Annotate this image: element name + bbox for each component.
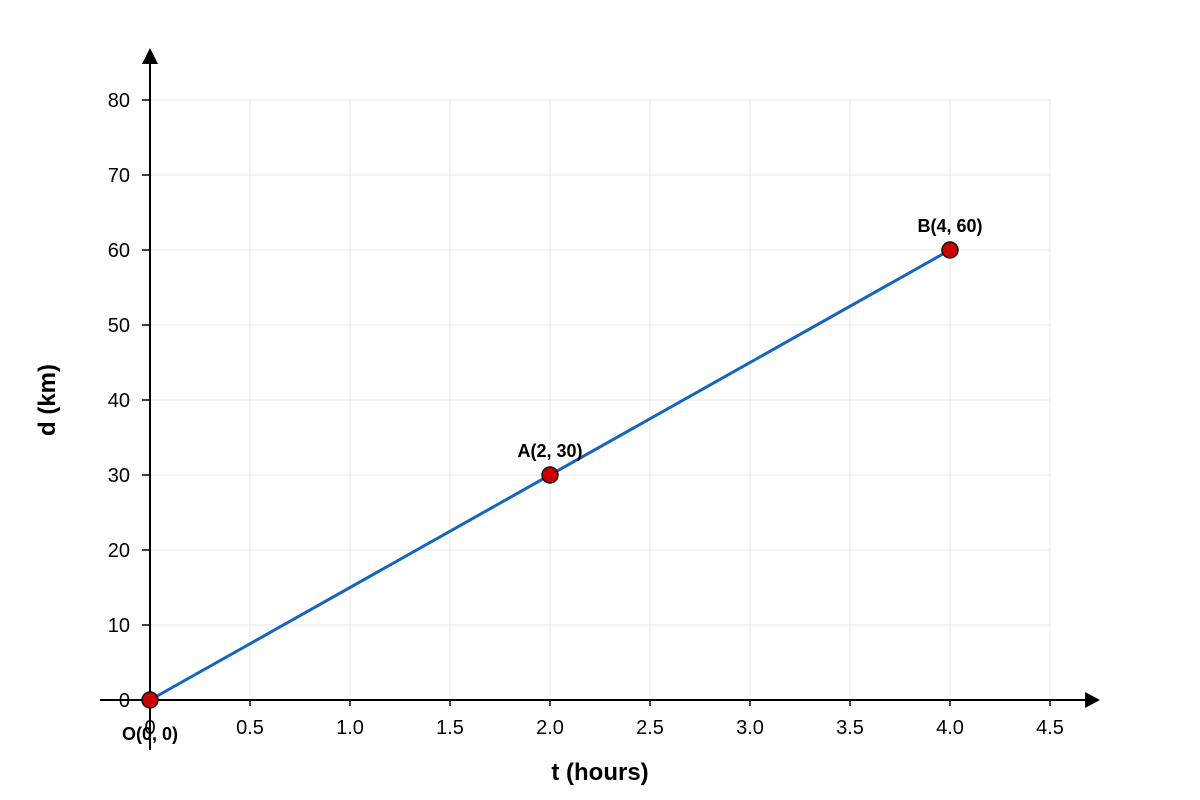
y-tick-label: 60: [108, 240, 130, 262]
x-axis-arrow-icon: [1085, 692, 1100, 708]
data-point-label: O(0, 0): [122, 724, 178, 744]
data-point-label: A(2, 30): [517, 441, 582, 461]
x-axis-title: t (hours): [551, 759, 648, 786]
y-axis-arrow-icon: [142, 48, 158, 64]
y-tick-label: 70: [108, 165, 130, 187]
y-tick-label: 0: [119, 690, 130, 712]
x-tick-label: 3.0: [736, 717, 764, 739]
y-tick-label: 20: [108, 540, 130, 562]
y-tick-label: 50: [108, 315, 130, 337]
x-tick-label: 0.5: [236, 717, 264, 739]
x-tick-label: 2.0: [536, 717, 564, 739]
axes: 0 0.5 1.0 1.5 2.0 2.5 3.0 3.5 4.0 4.5 0 10 20 30 40 50 6…: [100, 48, 1100, 750]
x-tick-label: 2.5: [636, 717, 664, 739]
data-point-marker: [941, 241, 959, 259]
data-points: [141, 241, 959, 709]
y-tick-label: 40: [108, 390, 130, 412]
data-point-label: B(4, 60): [917, 216, 982, 236]
x-tick-label: 4.5: [1036, 717, 1064, 739]
y-tick-label: 80: [108, 90, 130, 112]
y-axis-title: d (km): [34, 364, 61, 436]
labels: t (hours) d (km) O(0, 0) A(2, 30) B(4, 60): [34, 216, 983, 786]
grid: [150, 99, 1051, 700]
x-tick-label: 0: [144, 717, 155, 739]
data-point-marker: [141, 691, 159, 709]
data-point-marker: [541, 466, 559, 484]
x-tick-label: 1.5: [436, 717, 464, 739]
x-tick-label: 1.0: [336, 717, 364, 739]
y-tick-label: 30: [108, 465, 130, 487]
x-tick-label: 3.5: [836, 717, 864, 739]
y-tick-label: 10: [108, 615, 130, 637]
x-tick-label: 4.0: [936, 717, 964, 739]
